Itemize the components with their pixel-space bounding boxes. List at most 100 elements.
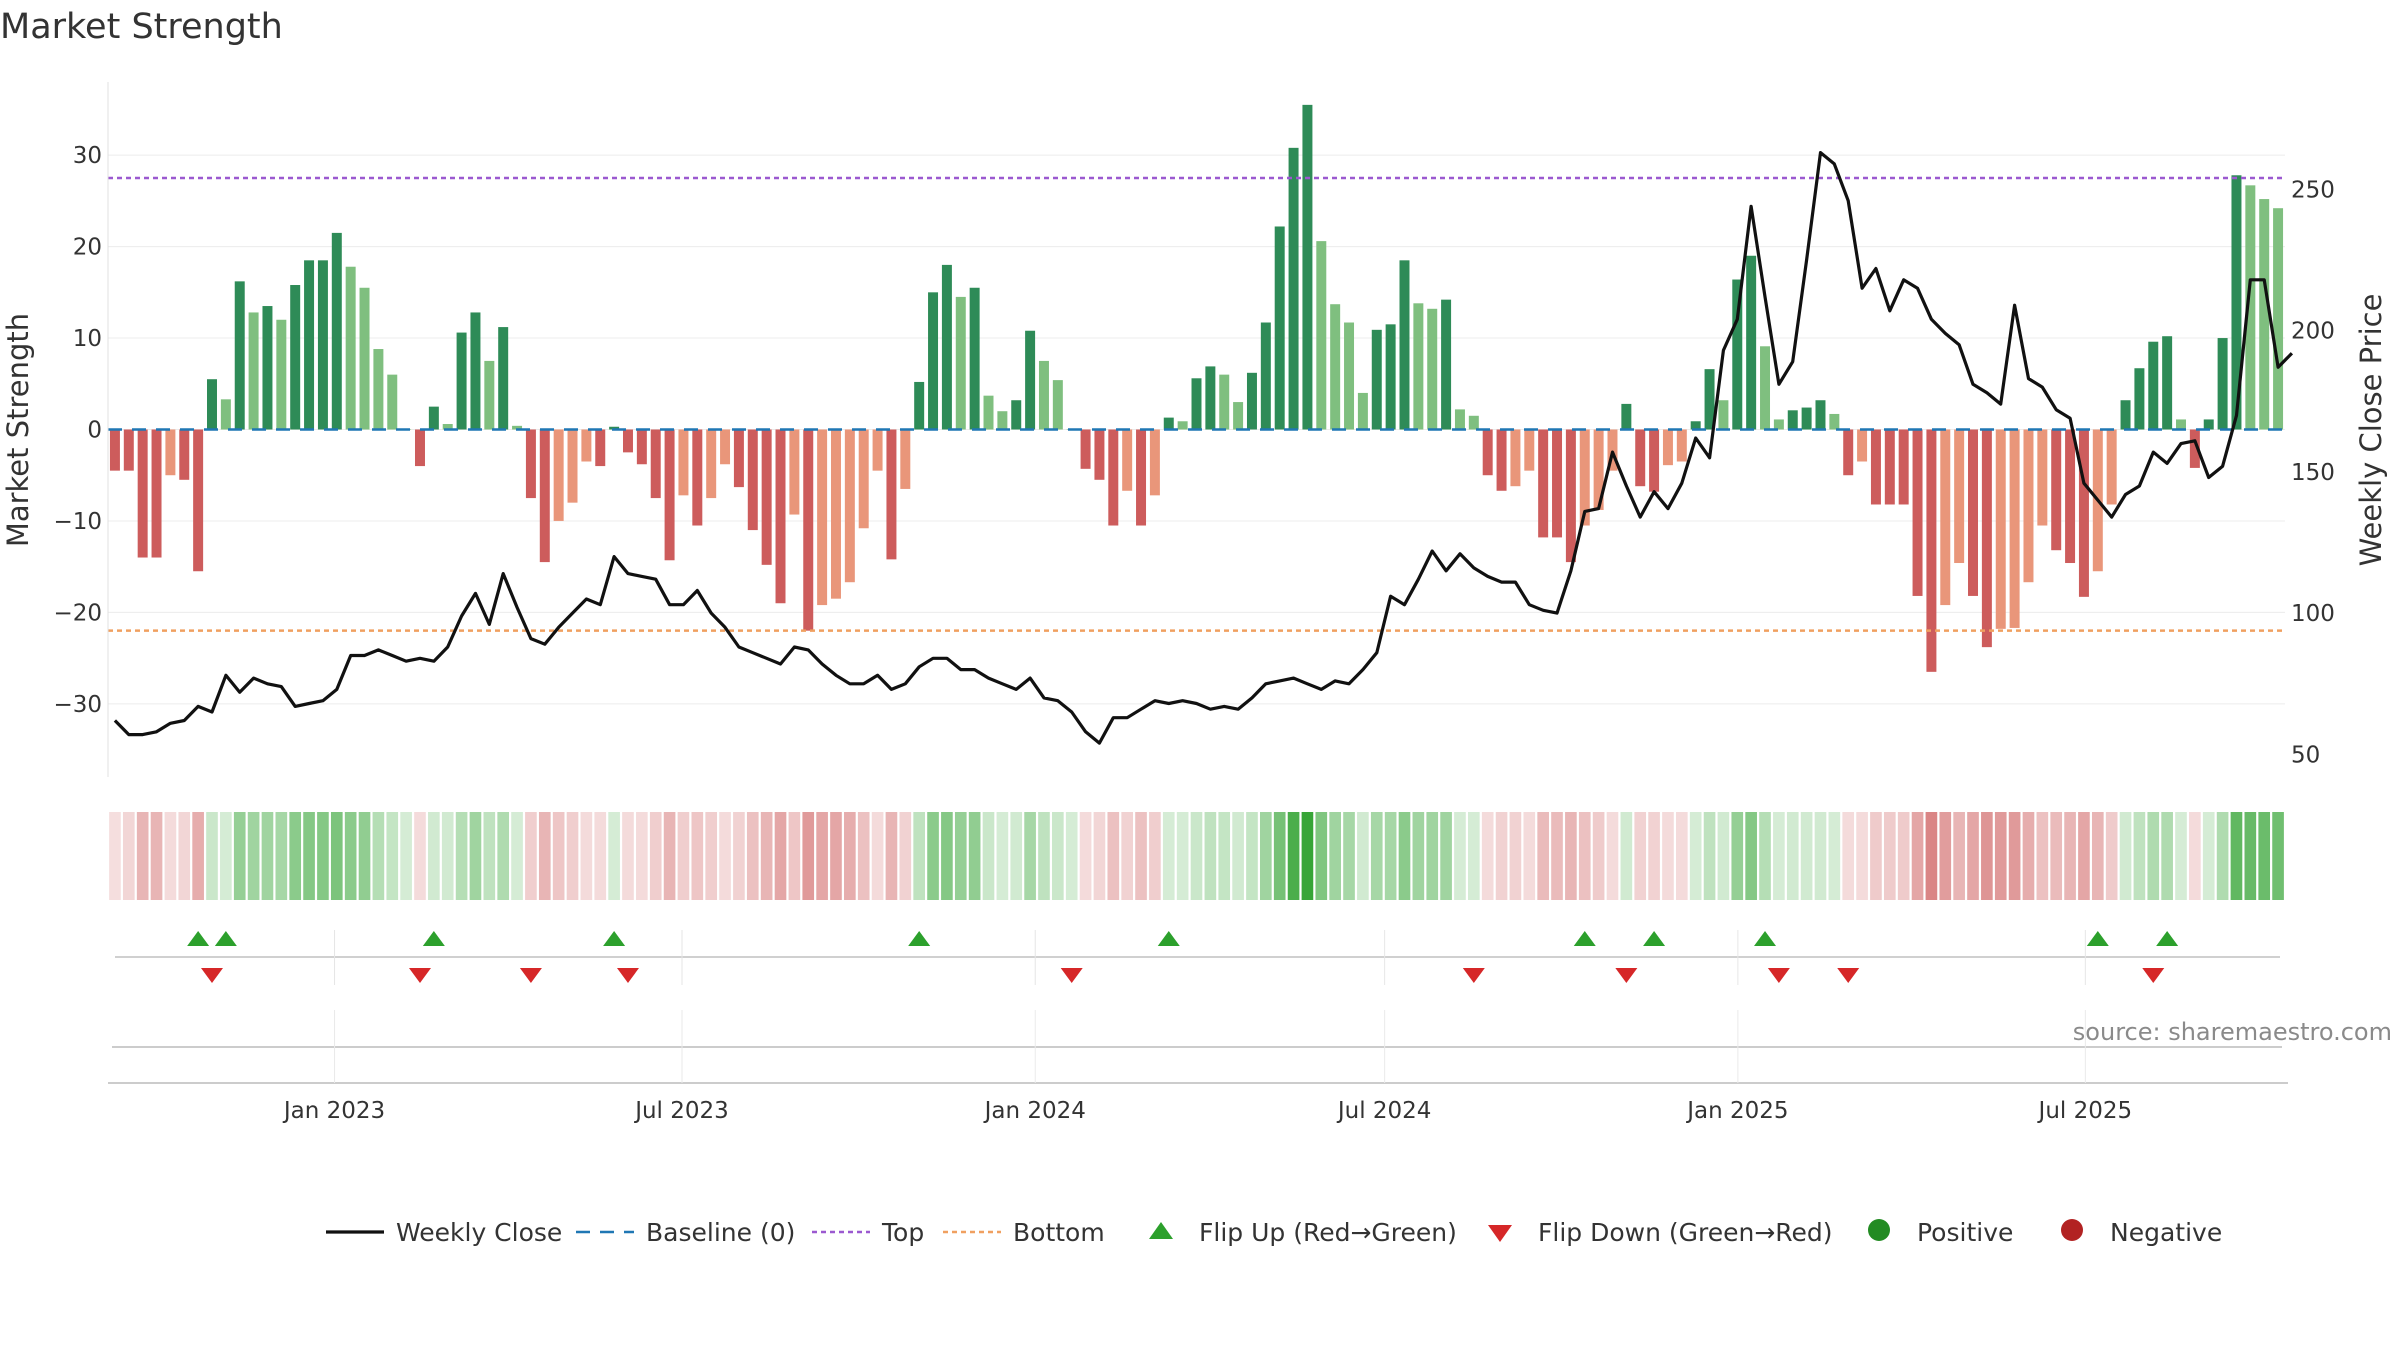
strength-bar [1136,429,1147,526]
strength-bar [1510,429,1521,487]
strength-bar [207,379,217,430]
strength-bar [1746,255,1757,430]
strip-cell [2230,812,2243,900]
strength-bar [1149,429,1160,496]
strip-cell [1842,812,1855,900]
legend-label: Flip Down (Green→Red) [1538,1218,1833,1247]
strength-bar [2023,429,2034,583]
strength-bar [900,429,911,489]
source-credit: source: sharemaestro.com [2073,1018,2392,1046]
y-tick-label-left: −10 [53,509,102,535]
strength-bar [137,429,148,558]
strength-bar [914,381,925,430]
strength-bar [789,429,800,515]
strip-cell [1828,812,1841,900]
strip-cell [2244,812,2257,900]
strip-cell [511,812,523,900]
strip-cell [2216,812,2229,900]
strength-bar [1843,429,1854,476]
strength-bar [1274,226,1285,430]
strength-bar [941,264,952,430]
strength-bar [1815,400,1826,430]
strip-cell [1162,812,1175,900]
strength-bar [2134,368,2145,430]
strength-bar [622,429,633,453]
strip-cell [1856,812,1868,900]
strip-cell [2133,812,2146,900]
strength-bar [1496,429,1507,491]
strip-cell [275,812,288,900]
strip-cell [372,812,385,900]
strip-cell [1675,812,1688,900]
strip-cell [1981,812,1993,900]
strength-bar [678,429,689,496]
strip-cell [428,812,440,900]
strength-bar [1995,429,2006,629]
strip-cell [594,812,607,900]
strip-cell [1079,812,1092,900]
strength-bar [858,429,869,529]
strip-cell [1329,812,1341,900]
strip-cell [954,812,967,900]
strength-bar [733,429,744,488]
strength-bar [2189,429,2200,468]
strength-bar [512,425,523,430]
y-tick-label-left: −20 [53,600,102,626]
strength-bar [1233,402,1244,430]
strip-cell [636,812,648,900]
strip-cell [1773,812,1785,900]
strip-cell [1523,812,1536,900]
strength-bar [664,429,675,561]
strip-cell [1301,812,1314,900]
strength-bar [456,332,467,430]
strength-bar [1302,104,1313,430]
strength-bar [1593,429,1604,510]
strip-cell [649,812,662,900]
strip-cell [1897,812,1910,900]
strip-cell [1883,812,1896,900]
strength-bar [165,429,176,476]
strength-bar [2009,429,2020,628]
strip-cell [330,812,343,900]
strength-bar [2203,419,2214,430]
strip-cell [1509,812,1522,900]
strip-cell [1592,812,1605,900]
strip-cell [608,812,620,900]
strip-cell [1426,812,1439,900]
strength-bar [969,287,980,430]
strip-cell [1010,812,1023,900]
strip-cell [1052,812,1064,900]
flip-up-marker [908,931,931,946]
strip-cell [1398,812,1411,900]
strength-bar [151,429,162,558]
strip-cell [122,812,135,900]
strip-cell [469,812,482,900]
strength-bar [1760,346,1771,430]
flip-down-marker [408,968,431,983]
weekly-close-line [113,151,2294,745]
strip-cell [1731,812,1744,900]
strength-bar [193,429,204,572]
strip-cell [1065,812,1078,900]
strength-bar [2162,336,2173,430]
strength-bar [567,429,578,503]
flip-down-marker [616,968,639,983]
strip-cell [1246,812,1258,900]
flip-down-marker [519,968,542,983]
flip-markers-panel [115,930,2280,985]
strip-cell [2272,812,2284,900]
strip-cell [746,812,759,900]
strength-bar [2245,185,2256,430]
strip-cell [1648,812,1660,900]
strip-cell [1038,812,1050,900]
strip-cell [1315,812,1328,900]
strip-cell [441,812,454,900]
strength-bar [1413,303,1424,430]
strip-cell [871,812,884,900]
strip-cell [982,812,995,900]
strip-cell [1384,812,1397,900]
strip-cell [2105,812,2118,900]
strip-cell [2119,812,2132,900]
strip-cell [400,812,412,900]
